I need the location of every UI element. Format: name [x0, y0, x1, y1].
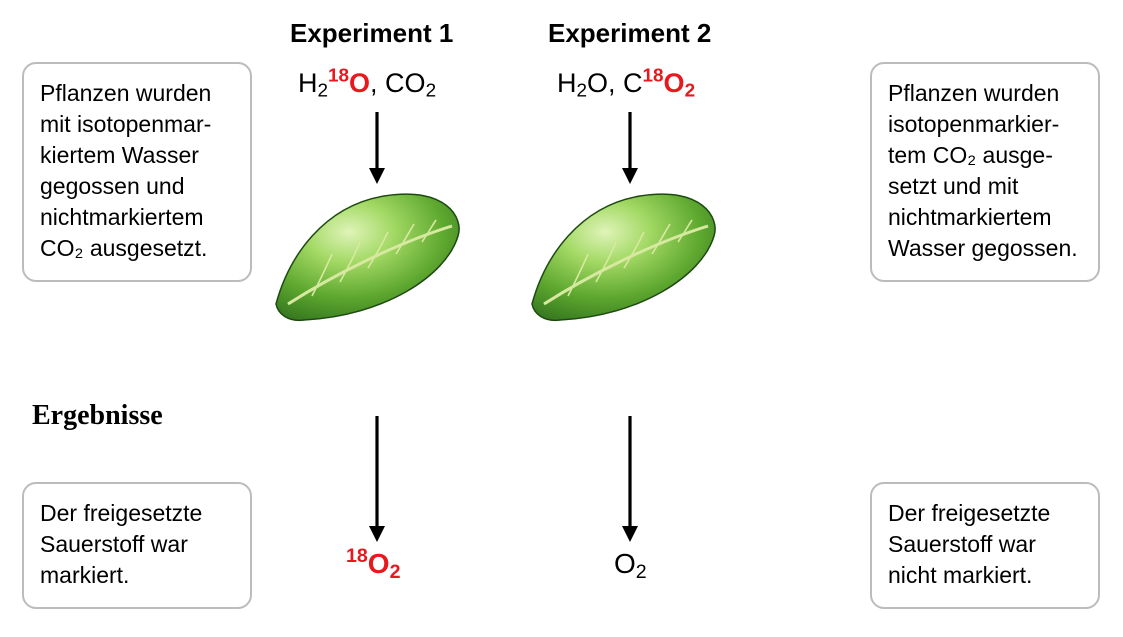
- exp1-result-box: Der freigesetzte Sauerstoff war markiert…: [22, 482, 252, 609]
- exp1-output-formula: 18O2: [346, 548, 400, 580]
- exp2-arrow-in: [620, 112, 640, 186]
- exp1-setup-box: Pflanzen wurden mit isotopenmar- kiertem…: [22, 62, 252, 282]
- exp1-arrow-in: [367, 112, 387, 186]
- exp2-output-formula: O2: [614, 548, 647, 580]
- exp2-setup-box: Pflanzen wurden isotopenmarkier- tem CO₂…: [870, 62, 1100, 282]
- results-heading: Ergebnisse: [32, 400, 163, 432]
- exp2-leaf-icon: [520, 186, 720, 326]
- exp1-header: Experiment 1: [290, 18, 453, 49]
- exp1-arrow-out: [367, 416, 387, 544]
- exp2-result-box: Der freigesetzte Sauerstoff war nicht ma…: [870, 482, 1100, 609]
- exp2-input-formula: H2O, C18O2: [557, 68, 695, 99]
- exp2-header: Experiment 2: [548, 18, 711, 49]
- exp2-arrow-out: [620, 416, 640, 544]
- exp1-input-formula: H218O, CO2: [298, 68, 436, 99]
- exp1-leaf-icon: [264, 186, 464, 326]
